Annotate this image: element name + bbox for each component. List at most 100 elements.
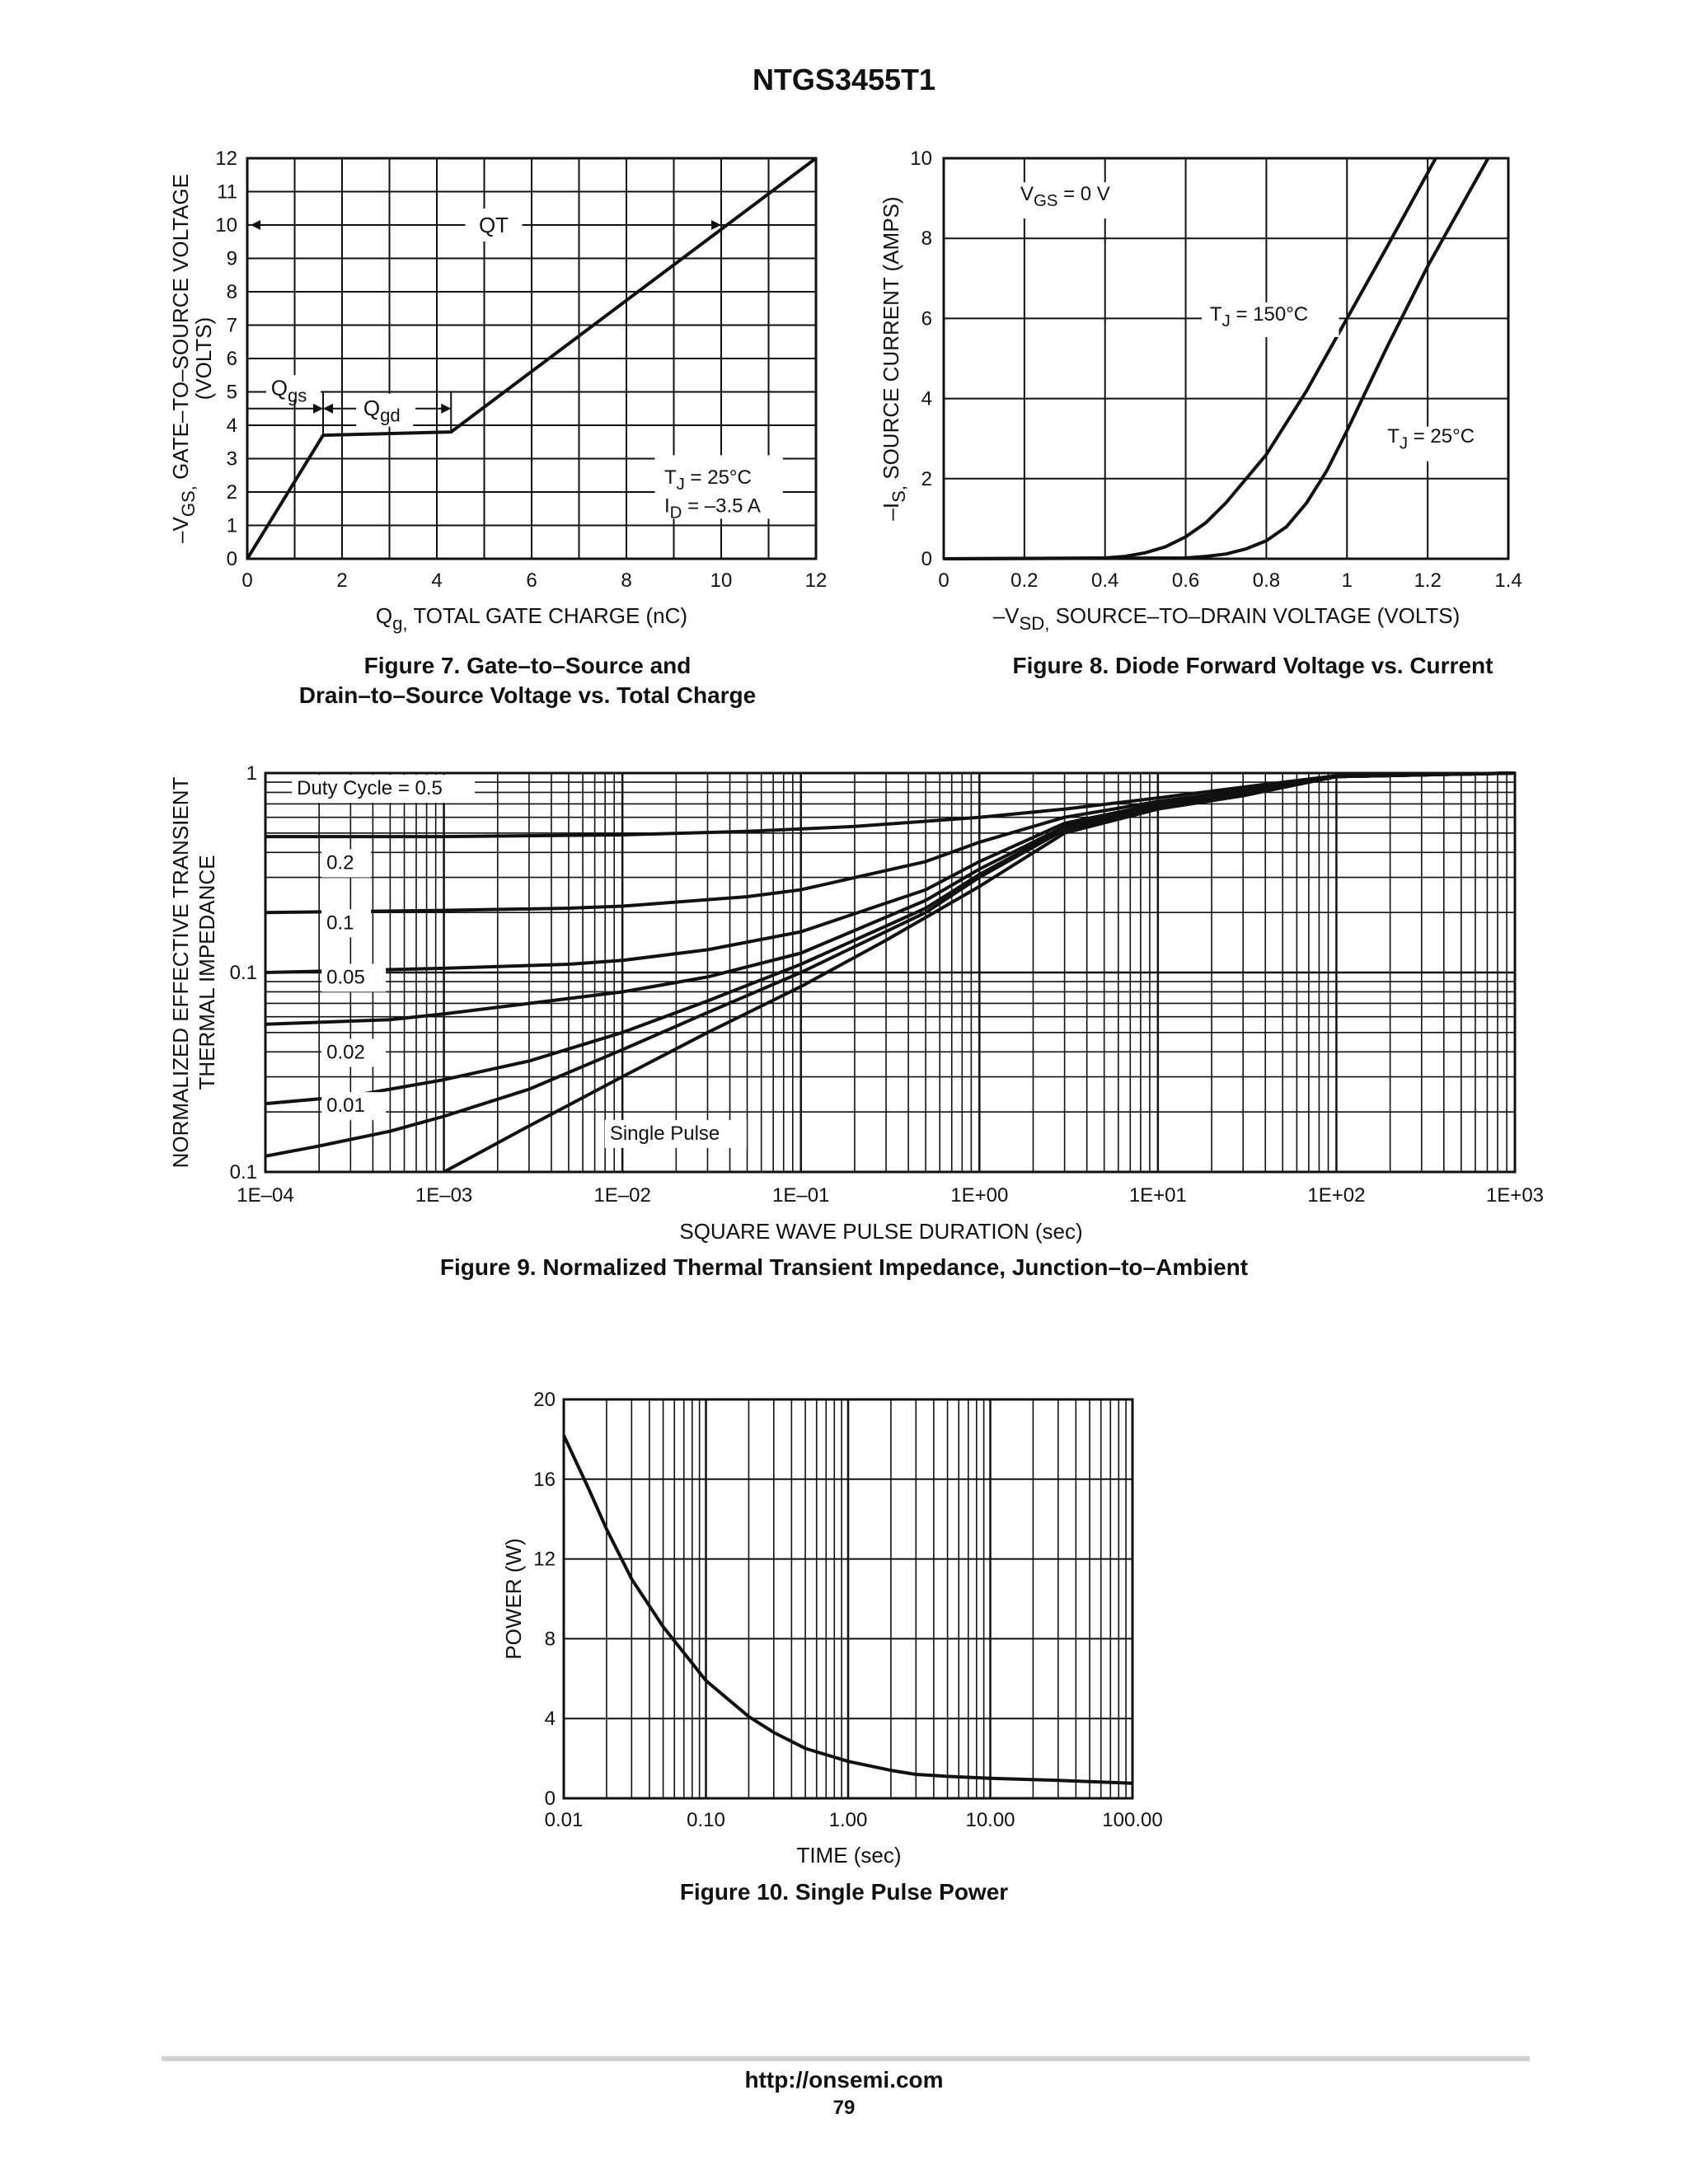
series-line-6 bbox=[265, 771, 1516, 1158]
series-line-4 bbox=[265, 771, 1516, 1026]
y-tick-label: 6 bbox=[921, 307, 932, 330]
plot-border bbox=[246, 157, 818, 560]
series-line-tj-150 bbox=[943, 157, 1437, 560]
y-axis-label-line1: NORMALIZED EFFECTIVE TRANSIENT bbox=[168, 776, 193, 1168]
y-axis-label-line2: THERMAL IMPEDANCE bbox=[195, 855, 219, 1090]
figure-7-caption-line2: Drain–to–Source Voltage vs. Total Charge bbox=[298, 682, 757, 708]
tj-label: TJ = 25°C bbox=[664, 466, 752, 494]
x-axis-label: TIME (sec) bbox=[796, 1843, 901, 1868]
y-tick-label: 0.1 bbox=[230, 962, 257, 984]
y-tick-label: 8 bbox=[545, 1628, 556, 1650]
y-tick-label: 2 bbox=[921, 468, 932, 490]
x-tick-label: 1E–01 bbox=[772, 1184, 829, 1207]
id-label: ID = –3.5 A bbox=[664, 494, 761, 522]
x-tick-label: 0.8 bbox=[1253, 569, 1280, 592]
qgd-label-bg bbox=[356, 393, 414, 427]
series-label-4: 0.05 bbox=[326, 966, 365, 988]
qt-label-bg bbox=[465, 209, 523, 241]
x-tick-label: 1E+01 bbox=[1129, 1184, 1187, 1207]
y-tick-label: 4 bbox=[227, 415, 237, 437]
x-tick-label: 12 bbox=[805, 569, 828, 592]
series-label-3: 0.1 bbox=[326, 912, 354, 934]
y-tick-label: 10 bbox=[215, 214, 237, 237]
y-tick-label: 20 bbox=[533, 1389, 556, 1411]
series-label-5: 0.02 bbox=[326, 1041, 365, 1063]
series-label-bg bbox=[321, 1038, 387, 1067]
series-line-3 bbox=[265, 771, 1516, 974]
series-line-vgs bbox=[246, 157, 818, 560]
qgd-label: Qgd bbox=[363, 396, 401, 426]
x-tick-label: 1E–04 bbox=[237, 1184, 293, 1207]
conditions-bg bbox=[654, 455, 783, 519]
x-tick-label: 0.10 bbox=[687, 1809, 725, 1831]
qgs-arrow-head bbox=[313, 403, 323, 414]
x-axis-label: SQUARE WAVE PULSE DURATION (sec) bbox=[679, 1219, 1082, 1244]
x-tick-label: 1E+02 bbox=[1307, 1184, 1365, 1207]
y-axis-label-line2: (VOLTS) bbox=[191, 317, 216, 401]
y-tick-label: 4 bbox=[921, 388, 932, 410]
qt-arrow-right-head bbox=[711, 220, 721, 230]
figure-10-single-pulse-power-chart: 0.01 0.10 1.00 10.00 100.00 0 4 8 12 16 20 TIME (se… bbox=[501, 1389, 1163, 1868]
y-tick-label: 8 bbox=[227, 281, 237, 303]
x-tick-label: 1E+03 bbox=[1486, 1184, 1544, 1207]
x-tick-label: 1.4 bbox=[1494, 569, 1522, 592]
page-number: 79 bbox=[832, 2097, 856, 2119]
y-tick-label: 2 bbox=[227, 481, 237, 504]
y-axis-label-line1: –VGS, GATE–TO–SOURCE VOLTAGE bbox=[168, 174, 199, 543]
y-tick-label: 11 bbox=[217, 181, 237, 204]
y-tick-label: 0 bbox=[227, 548, 237, 570]
x-tick-label: 0.01 bbox=[545, 1809, 584, 1831]
y-tick-label: 4 bbox=[545, 1708, 556, 1730]
footer-url[interactable]: http://onsemi.com bbox=[744, 2067, 944, 2093]
y-tick-label: 10 bbox=[910, 148, 932, 170]
series-label-bg bbox=[292, 775, 476, 804]
x-tick-label: 1.2 bbox=[1414, 569, 1441, 592]
figure-10-caption: Figure 10. Single Pulse Power bbox=[679, 1879, 1009, 1905]
series-line-power bbox=[562, 1434, 1133, 1785]
plot-border bbox=[942, 157, 1510, 560]
x-tick-label: 100.00 bbox=[1102, 1809, 1162, 1831]
y-tick-label: 16 bbox=[533, 1469, 556, 1491]
figure-9-thermal-impedance-chart: 1E–04 1E–03 1E–02 1E–01 1E+00 1E+01 1E+02 1E+03… bbox=[168, 762, 1544, 1244]
x-tick-label: 2 bbox=[336, 569, 347, 592]
x-tick-label: 8 bbox=[621, 569, 631, 592]
x-axis-label: –VSD, SOURCE–TO–DRAIN VOLTAGE (VOLTS) bbox=[993, 603, 1461, 634]
figure-8-diode-forward-chart: 0 0.2 0.4 0.6 0.8 1 1.2 1.4 0 2 4 6 8 10 VGS = 0 V TJ =… bbox=[879, 148, 1522, 634]
figure-9-caption: Figure 9. Normalized Thermal Transient I… bbox=[439, 1254, 1249, 1280]
qgs-label-bg bbox=[266, 375, 321, 401]
qgs-label: Qgs bbox=[271, 376, 307, 406]
x-tick-label: 0.4 bbox=[1091, 569, 1118, 592]
series-label-bg bbox=[321, 849, 372, 878]
y-tick-label: 0 bbox=[921, 548, 932, 570]
qt-label: QT bbox=[479, 213, 509, 237]
x-tick-label: 1E–03 bbox=[415, 1184, 472, 1207]
x-tick-label: 0 bbox=[241, 569, 252, 592]
tj25-label-bg bbox=[1383, 426, 1505, 462]
y-tick-label: 12 bbox=[215, 148, 237, 170]
y-tick-label: 6 bbox=[227, 348, 237, 370]
qgd-arrow-left-head bbox=[323, 403, 333, 414]
qt-arrow-left-head bbox=[251, 220, 260, 230]
x-tick-label: 1E–02 bbox=[593, 1184, 650, 1207]
series-line-tj-25 bbox=[943, 157, 1490, 560]
footer-divider bbox=[162, 2056, 1530, 2061]
series-label-1: Duty Cycle = 0.5 bbox=[297, 777, 443, 799]
y-tick-label: 1 bbox=[246, 762, 257, 785]
figure-8-caption: Figure 8. Diode Forward Voltage vs. Curr… bbox=[1012, 653, 1493, 678]
plot-border bbox=[562, 1398, 1134, 1800]
series-label-bg bbox=[604, 1119, 747, 1148]
x-tick-label: 1.00 bbox=[829, 1809, 868, 1831]
series-label-7: Single Pulse bbox=[610, 1122, 720, 1145]
x-tick-label: 4 bbox=[431, 569, 442, 592]
x-tick-label: 1E+00 bbox=[950, 1184, 1008, 1207]
series-line-2 bbox=[265, 771, 1516, 915]
y-tick-label: 7 bbox=[227, 315, 237, 337]
y-tick-label: 0 bbox=[545, 1788, 556, 1810]
series-label-bg bbox=[321, 909, 372, 938]
series-label-bg bbox=[321, 1092, 387, 1121]
series-label-tj-25: TJ = 25°C bbox=[1387, 425, 1475, 452]
vgs-condition-label: VGS = 0 V bbox=[1020, 183, 1110, 210]
page-title: NTGS3455T1 bbox=[752, 63, 936, 96]
series-label-6: 0.01 bbox=[326, 1094, 365, 1117]
